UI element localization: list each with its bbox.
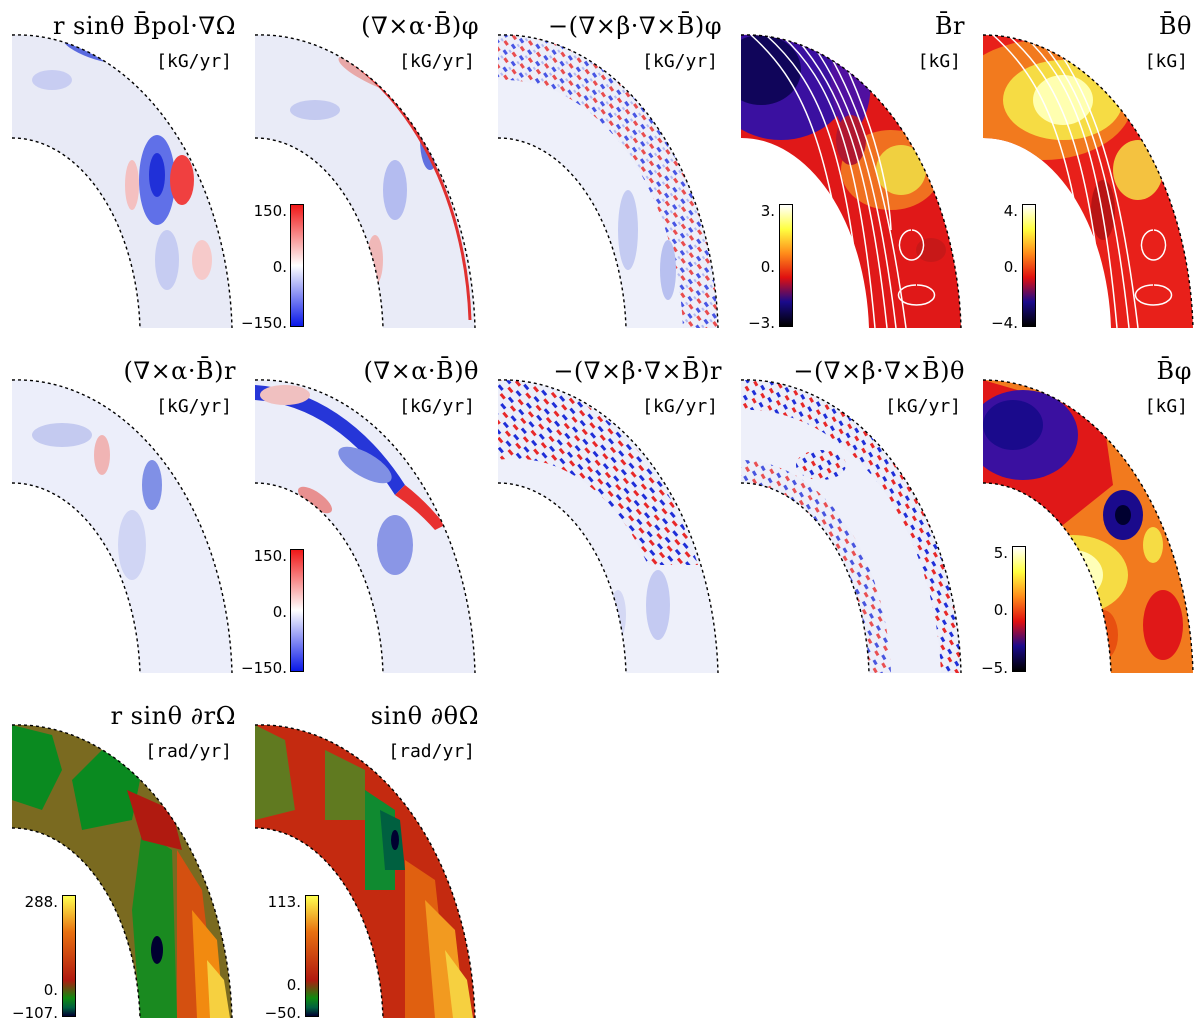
panel-unit: [rad/yr] [388, 741, 475, 762]
colorbar [779, 204, 793, 327]
colorbar [1012, 546, 1026, 672]
panel-unit: [kG] [917, 51, 961, 72]
panel-unit: [kG/yr] [642, 396, 718, 417]
wedge-plot [254, 34, 476, 329]
colorbar-mid-label: 0. [993, 601, 1008, 619]
colorbar-mid-label: 0. [1003, 258, 1018, 276]
panel-unit: [kG/yr] [156, 396, 232, 417]
colorbar-max-label: 3. [760, 202, 775, 220]
panel-unit: [kG] [1144, 396, 1188, 417]
panel-title: r sinθ ∂rΩ [110, 702, 236, 730]
panel-curl-alpha-b-theta: (∇×α·B̄)θ [kG/yr] 150. 0. −150. [241, 357, 485, 677]
colorbar [1022, 204, 1036, 327]
colorbar-min-label: −107. [12, 1004, 58, 1022]
panel-b-phi: B̄φ [kG] 5. 0. −5. [981, 357, 1198, 677]
colorbar-max-label: 113. [267, 893, 301, 911]
panel-b-r: B̄r [kG] 3. 0. −3. [740, 12, 971, 332]
panel-title: (∇×α·B̄)φ [361, 12, 479, 40]
panel-neg-curl-beta-curl-b-r: −(∇×β·∇×B̄)r [kG/yr] [497, 357, 728, 675]
colorbar-min-label: −150. [241, 659, 287, 677]
panel-neg-curl-beta-curl-b-phi: −(∇×β·∇×B̄)φ [kG/yr] [497, 12, 728, 330]
panel-rsintheta-bpol-gradomega: r sinθ B̄pol·∇Ω [kG/yr] [11, 12, 242, 330]
colorbar-max-label: 288. [24, 893, 58, 911]
panel-unit: [kG] [1144, 51, 1188, 72]
panel-curl-alpha-b-r: (∇×α·B̄)r [kG/yr] [11, 357, 242, 675]
wedge-plot [254, 379, 476, 674]
wedge-plot [11, 379, 233, 674]
colorbar-min-label: −4. [991, 314, 1018, 332]
colorbar-max-label: 150. [253, 202, 287, 220]
wedge-plot [11, 34, 233, 329]
panel-unit: [kG/yr] [642, 51, 718, 72]
wedge-plot [982, 34, 1194, 329]
panel-unit: [kG/yr] [885, 396, 961, 417]
panel-title: r sinθ B̄pol·∇Ω [52, 12, 236, 40]
panel-rsintheta-dr-omega: r sinθ ∂rΩ [rad/yr] 288. 0. −107. [11, 702, 242, 1022]
wedge-plot [497, 34, 719, 329]
panel-title: B̄r [934, 12, 965, 40]
colorbar-mid-label: 0. [760, 258, 775, 276]
colorbar-min-label: −50. [264, 1004, 301, 1022]
colorbar-max-label: 4. [1003, 202, 1018, 220]
panel-unit: [kG/yr] [399, 396, 475, 417]
colorbar-max-label: 150. [253, 547, 287, 565]
colorbar-mid-label: 0. [272, 603, 287, 621]
panel-title: (∇×α·B̄)θ [363, 357, 479, 385]
colorbar [290, 204, 304, 327]
colorbar-min-label: −3. [748, 314, 775, 332]
panel-b-theta: B̄θ [kG] 4. 0. −4. [982, 12, 1198, 332]
panel-unit: [kG/yr] [399, 51, 475, 72]
colorbar-max-label: 5. [993, 544, 1008, 562]
panel-title: −(∇×β·∇×B̄)r [553, 357, 722, 385]
colorbar [62, 895, 76, 1017]
colorbar-mid-label: 0. [43, 981, 58, 999]
colorbar-mid-label: 0. [286, 976, 301, 994]
panel-title: −(∇×β·∇×B̄)φ [547, 12, 722, 40]
panel-title: −(∇×β·∇×B̄)θ [793, 357, 965, 385]
panel-title: B̄φ [1156, 357, 1192, 385]
panel-neg-curl-beta-curl-b-theta: −(∇×β·∇×B̄)θ [kG/yr] [740, 357, 971, 675]
colorbar [290, 549, 304, 672]
panel-curl-alpha-b-phi: (∇×α·B̄)φ [kG/yr] 150. 0. −150. [241, 12, 485, 332]
wedge-plot [497, 379, 719, 674]
wedge-plot [982, 379, 1194, 674]
colorbar-mid-label: 0. [272, 258, 287, 276]
panel-title: B̄θ [1158, 12, 1192, 40]
panel-unit: [rad/yr] [145, 741, 232, 762]
wedge-plot [740, 379, 962, 674]
wedge-plot [11, 724, 233, 1019]
panel-title: sinθ ∂θΩ [370, 702, 479, 730]
panel-title: (∇×α·B̄)r [123, 357, 236, 385]
wedge-plot [254, 724, 476, 1019]
colorbar-min-label: −150. [241, 314, 287, 332]
colorbar-min-label: −5. [981, 659, 1008, 677]
wedge-plot [740, 34, 962, 329]
panel-sintheta-dtheta-omega: sinθ ∂θΩ [rad/yr] 113. 0. −50. [254, 702, 485, 1022]
colorbar [305, 895, 319, 1017]
panel-unit: [kG/yr] [156, 51, 232, 72]
